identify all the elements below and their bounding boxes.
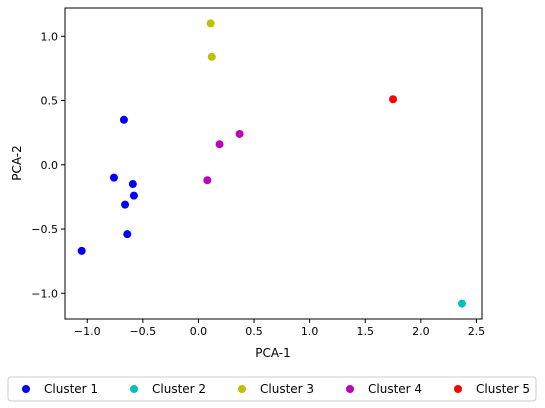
y-axis-label: PCA-2 [10,145,24,181]
y-tick-label: 1.0 [41,30,59,43]
x-tick-label: 0.5 [245,325,263,338]
legend-label-cluster-5: Cluster 5 [476,382,530,396]
point-cluster-4 [215,140,224,149]
plot-frame [64,7,483,320]
point-cluster-3 [207,52,216,61]
legend-marker-cluster-5 [454,385,462,393]
x-tick-label: 1.5 [356,325,374,338]
point-cluster-4 [203,176,212,185]
point-cluster-1 [121,200,130,209]
legend-frame [7,376,537,402]
legend-label-cluster-2: Cluster 2 [152,382,206,396]
legend-label-cluster-3: Cluster 3 [260,382,314,396]
legend-marker-cluster-3 [238,385,246,393]
legend-label-cluster-1: Cluster 1 [44,382,98,396]
x-tick-label: 2.5 [468,325,486,338]
point-cluster-3 [206,19,215,28]
data-points [77,19,466,308]
point-cluster-4 [235,129,244,138]
x-tick-label: 2.0 [412,325,430,338]
point-cluster-1 [109,173,118,182]
point-cluster-1 [129,191,138,200]
y-tick-label: −1.0 [31,287,58,300]
x-tick-label: −0.5 [129,325,156,338]
y-tick-label: 0.5 [41,95,59,108]
point-cluster-5 [389,95,398,104]
legend: Cluster 1 Cluster 2 Cluster 3 Cluster 4 Clus… [7,376,537,402]
x-axis-label: PCA-1 [255,346,291,360]
legend-marker-cluster-2 [130,385,138,393]
point-cluster-1 [123,230,132,239]
point-cluster-1 [128,180,137,189]
x-tick-label: 0.0 [190,325,208,338]
point-cluster-1 [77,246,86,255]
y-tick-label: −0.5 [31,223,58,236]
x-tick-label: 1.0 [301,325,319,338]
x-tick-label: −1.0 [74,325,101,338]
y-axis: 1.0 0.5 0.0 −0.5 −1.0 [31,30,65,300]
legend-label-cluster-4: Cluster 4 [368,382,422,396]
point-cluster-1 [119,115,128,124]
point-cluster-2 [457,299,466,308]
legend-marker-cluster-4 [346,385,354,393]
x-axis: −1.0 −0.5 0.0 0.5 1.0 1.5 2.0 2.5 [74,319,485,338]
legend-marker-cluster-1 [22,385,30,393]
y-tick-label: 0.0 [41,159,59,172]
